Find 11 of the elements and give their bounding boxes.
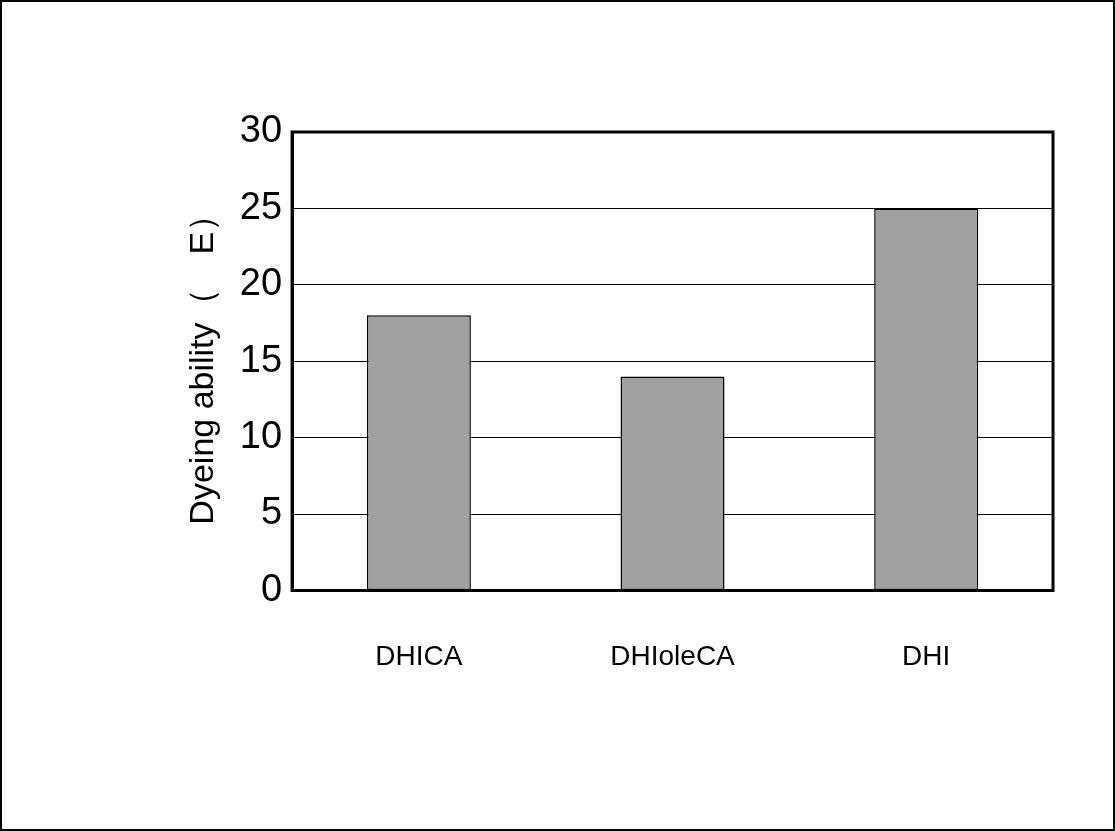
y-tick-label: 10 bbox=[239, 414, 283, 457]
x-tick-label: DHICA bbox=[375, 639, 463, 671]
x-tick-label: DHIoleCA bbox=[610, 639, 736, 671]
y-axis-title: Dyeing ability（ E） bbox=[181, 197, 220, 525]
x-tick-label: DHI bbox=[902, 639, 951, 671]
y-tick-label: 25 bbox=[239, 184, 283, 227]
y-tick-label: 15 bbox=[239, 337, 283, 380]
y-tick-label: 0 bbox=[260, 566, 283, 609]
y-tick-label: 30 bbox=[239, 108, 283, 151]
y-tick-label: 20 bbox=[239, 261, 283, 304]
y-tick-label: 5 bbox=[260, 490, 283, 533]
